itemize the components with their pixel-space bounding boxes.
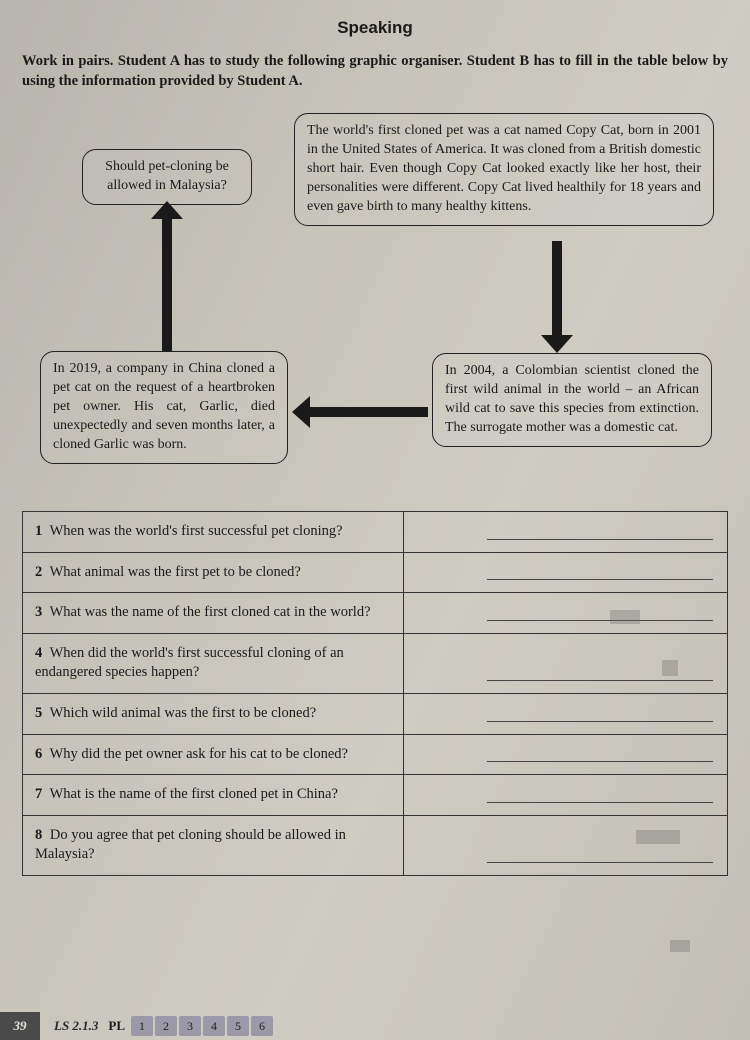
smudge bbox=[636, 830, 680, 844]
smudge bbox=[610, 610, 640, 624]
page-number: 39 bbox=[0, 1012, 40, 1040]
answer-cell[interactable] bbox=[403, 552, 727, 593]
table-row: 1 When was the world's first successful … bbox=[23, 512, 728, 553]
answer-cell[interactable] bbox=[403, 593, 727, 634]
table-row: 7 What is the name of the first cloned p… bbox=[23, 775, 728, 816]
questions-table: 1 When was the world's first successful … bbox=[22, 511, 728, 876]
pl-label: PL bbox=[108, 1018, 125, 1034]
instructions-text: Work in pairs. Student A has to study th… bbox=[22, 52, 728, 91]
table-row: 5 Which wild animal was the first to be … bbox=[23, 693, 728, 734]
pl-pill: 4 bbox=[203, 1016, 225, 1036]
arrow-down-icon bbox=[548, 241, 566, 353]
ls-code: LS 2.1.3 bbox=[54, 1018, 98, 1034]
bubble-china: In 2019, a company in China cloned a pet… bbox=[40, 351, 288, 463]
table-row: 8 Do you agree that pet cloning should b… bbox=[23, 815, 728, 875]
question-cell: 5 Which wild animal was the first to be … bbox=[23, 693, 404, 734]
question-cell: 4 When did the world's first successful … bbox=[23, 633, 404, 693]
question-cell: 2 What animal was the first pet to be cl… bbox=[23, 552, 404, 593]
page-footer: 39 LS 2.1.3 PL 123456 bbox=[0, 1012, 750, 1040]
arrow-left-icon bbox=[292, 403, 428, 421]
question-cell: 7 What is the name of the first cloned p… bbox=[23, 775, 404, 816]
answer-cell[interactable] bbox=[403, 633, 727, 693]
question-cell: 1 When was the world's first successful … bbox=[23, 512, 404, 553]
pl-pill: 3 bbox=[179, 1016, 201, 1036]
question-cell: 6 Why did the pet owner ask for his cat … bbox=[23, 734, 404, 775]
pl-pill: 1 bbox=[131, 1016, 153, 1036]
bubble-question: Should pet-cloning be allowed in Malaysi… bbox=[82, 149, 252, 205]
smudge bbox=[670, 940, 690, 952]
answer-cell[interactable] bbox=[403, 775, 727, 816]
answer-cell[interactable] bbox=[403, 734, 727, 775]
answer-cell[interactable] bbox=[403, 693, 727, 734]
answer-cell[interactable] bbox=[403, 815, 727, 875]
question-cell: 8 Do you agree that pet cloning should b… bbox=[23, 815, 404, 875]
table-row: 6 Why did the pet owner ask for his cat … bbox=[23, 734, 728, 775]
table-row: 4 When did the world's first successful … bbox=[23, 633, 728, 693]
answer-cell[interactable] bbox=[403, 512, 727, 553]
section-title: Speaking bbox=[22, 18, 728, 38]
question-cell: 3 What was the name of the first cloned … bbox=[23, 593, 404, 634]
pl-pill: 2 bbox=[155, 1016, 177, 1036]
table-row: 2 What animal was the first pet to be cl… bbox=[23, 552, 728, 593]
pl-pill: 6 bbox=[251, 1016, 273, 1036]
arrow-up-icon bbox=[158, 201, 176, 351]
smudge bbox=[662, 660, 678, 676]
bubble-colombia: In 2004, a Colombian scientist cloned th… bbox=[432, 353, 712, 447]
graphic-organiser: Should pet-cloning be allowed in Malaysi… bbox=[26, 113, 724, 493]
bubble-copycat: The world's first cloned pet was a cat n… bbox=[294, 113, 714, 225]
pl-pill: 5 bbox=[227, 1016, 249, 1036]
